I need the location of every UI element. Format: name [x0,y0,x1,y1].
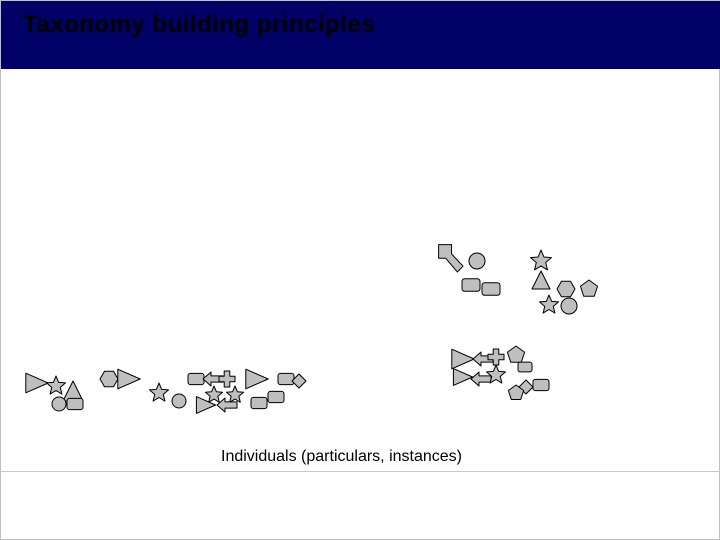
slide: Taxonomy building principles Individuals… [0,0,720,540]
bottom-rule [1,471,720,472]
caption-text: Individuals (particulars, instances) [221,448,462,466]
